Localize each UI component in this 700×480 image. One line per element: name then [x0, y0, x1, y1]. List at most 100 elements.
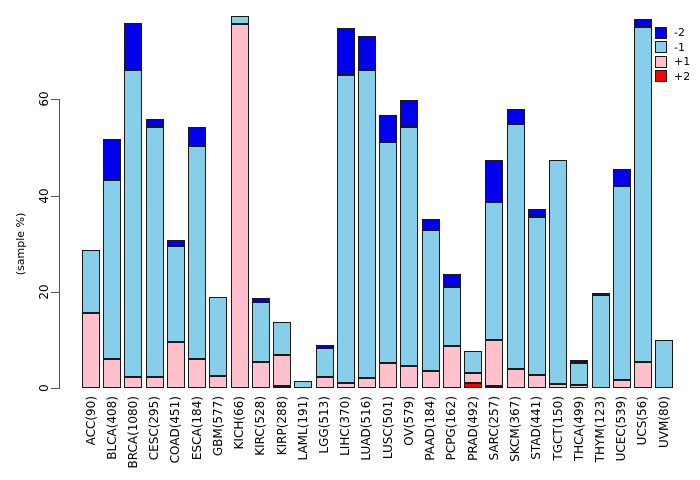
bar-segment-UCEC-+1 — [612, 380, 631, 388]
bar-segment-KICH-+1 — [230, 24, 249, 388]
legend-label-+2: +2 — [674, 69, 691, 83]
x-label-PAAD: PAAD(184) — [423, 396, 438, 461]
bar-segment-UVM--1 — [655, 340, 674, 388]
bar-segment-THCA-+1 — [570, 385, 589, 388]
x-label-KIRC: KIRC(528) — [253, 396, 268, 456]
bar-segment-LUAD--2 — [357, 36, 376, 70]
legend-swatch-+1 — [655, 55, 667, 68]
bar-segment-PCPG--2 — [442, 274, 461, 288]
bar-segment-ESCA--1 — [188, 146, 207, 360]
y-axis-title: (sample %) — [14, 212, 27, 276]
x-label-UVM: UVM(80) — [656, 396, 671, 448]
legend-swatch--2 — [655, 26, 667, 39]
bar-segment-ESCA-+1 — [188, 359, 207, 388]
bar-segment-SARC--1 — [485, 202, 504, 341]
x-label-ESCA: ESCA(184) — [189, 396, 204, 461]
y-tick-0 — [51, 388, 59, 389]
y-tick-label-0: 0 — [37, 384, 51, 392]
bar-segment-ESCA--2 — [188, 126, 207, 147]
x-label-THYM: THYM(123) — [593, 396, 608, 463]
x-label-LGG: LGG(513) — [317, 396, 332, 454]
x-label-SKCM: SKCM(367) — [508, 396, 523, 462]
bar-segment-GBM-+1 — [209, 376, 228, 388]
x-label-UCEC: UCEC(539) — [614, 396, 629, 462]
bar-segment-COAD--1 — [166, 246, 185, 342]
legend-row-+2: +2 — [655, 70, 690, 83]
x-label-BRCA: BRCA(1080) — [125, 396, 140, 469]
bar-segment-LUSC-+1 — [379, 363, 398, 388]
bar-segment-PAAD-+1 — [421, 370, 440, 388]
bar-segment-STAD--1 — [527, 217, 546, 376]
bar-segment-STAD--2 — [527, 208, 546, 218]
bar-segment-THCA--2 — [570, 359, 589, 363]
bar-segment-KIRP-+1 — [273, 355, 292, 386]
x-label-ACC: ACC(90) — [83, 396, 98, 446]
bar-segment-BLCA-+1 — [103, 358, 122, 388]
bar-segment-OV-+1 — [400, 366, 419, 388]
y-tick-60 — [51, 99, 59, 101]
bar-segment-BLCA--2 — [103, 139, 122, 180]
x-label-STAD: STAD(441) — [529, 396, 544, 460]
x-label-TGCT: TGCT(150) — [550, 396, 565, 461]
bar-segment-BRCA-+1 — [124, 376, 143, 388]
bar-segment-KICH--1 — [230, 16, 249, 25]
x-label-OV: OV(579) — [401, 396, 416, 446]
legend-row--2: -2 — [655, 26, 685, 39]
bar-segment-KIRC-+1 — [251, 361, 270, 388]
bar-segment-BRCA--2 — [124, 22, 143, 70]
bar-segment-COAD-+1 — [166, 341, 185, 388]
bar-segment-UCEC--2 — [612, 168, 631, 187]
bar-segment-CESC--1 — [145, 126, 164, 377]
bar-segment-LUAD--1 — [357, 69, 376, 379]
bar-segment-OV--2 — [400, 100, 419, 128]
bar-segment-SARC-+1 — [485, 340, 504, 387]
bar-segment-KIRP--1 — [273, 322, 292, 356]
bar-segment-LIHC--2 — [336, 27, 355, 75]
y-axis-line — [59, 99, 60, 389]
x-label-COAD: COAD(451) — [168, 396, 183, 464]
bar-segment-PRAD-+2 — [464, 383, 483, 388]
bar-segment-PAAD--1 — [421, 229, 440, 371]
bar-segment-TGCT-+1 — [549, 383, 568, 388]
x-label-BLCA: BLCA(408) — [104, 396, 119, 460]
bar-segment-THCA--1 — [570, 362, 589, 386]
bar-segment-LGG-+1 — [315, 376, 334, 388]
x-label-KICH: KICH(66) — [232, 396, 247, 450]
bar-segment-BRCA--1 — [124, 69, 143, 377]
x-label-THCA: THCA(499) — [571, 396, 586, 462]
x-label-CESC: CESC(295) — [147, 396, 162, 461]
bar-segment-SKCM-+1 — [506, 368, 525, 388]
bar-segment-UCEC--1 — [612, 186, 631, 381]
bar-segment-LGG--2 — [315, 345, 334, 348]
legend-row--1: -1 — [655, 41, 685, 54]
bar-segment-PCPG-+1 — [442, 346, 461, 388]
x-label-PRAD: PRAD(492) — [465, 396, 480, 461]
bar-segment-LIHC-+1 — [336, 383, 355, 388]
x-label-SARC: SARC(257) — [486, 396, 501, 461]
bar-segment-COAD--2 — [166, 239, 185, 247]
bar-segment-THYM--1 — [591, 295, 610, 388]
bar-segment-LUSC--1 — [379, 142, 398, 364]
bar-segment-STAD-+1 — [527, 375, 546, 388]
legend-swatch-+2 — [655, 70, 667, 82]
bar-segment-KIRC--2 — [251, 298, 270, 302]
x-label-PCPG: PCPG(162) — [444, 396, 459, 461]
bar-segment-THYM--2 — [591, 292, 610, 296]
bar-segment-KIRP-+2 — [273, 385, 292, 388]
bar-segment-PRAD-+1 — [464, 372, 483, 384]
bar-segment-ACC--1 — [82, 250, 100, 314]
bar-segment-PRAD--1 — [464, 350, 483, 373]
bar-segment-CESC-+1 — [145, 376, 164, 388]
x-label-KIRP: KIRP(288) — [274, 396, 289, 456]
bar-segment-SARC-+2 — [485, 386, 504, 389]
bar-segment-SKCM--2 — [506, 108, 525, 124]
bar-segment-LUAD-+1 — [357, 378, 376, 388]
bar-segment-OV--1 — [400, 127, 419, 367]
bar-segment-LGG--1 — [315, 347, 334, 377]
x-label-UCS: UCS(56) — [635, 396, 650, 446]
x-label-LUAD: LUAD(516) — [359, 396, 374, 461]
x-label-GBM: GBM(577) — [210, 396, 225, 457]
legend-row-+1: +1 — [655, 55, 690, 68]
bar-segment-CESC--2 — [145, 118, 164, 127]
bar-segment-GBM--1 — [209, 297, 228, 377]
